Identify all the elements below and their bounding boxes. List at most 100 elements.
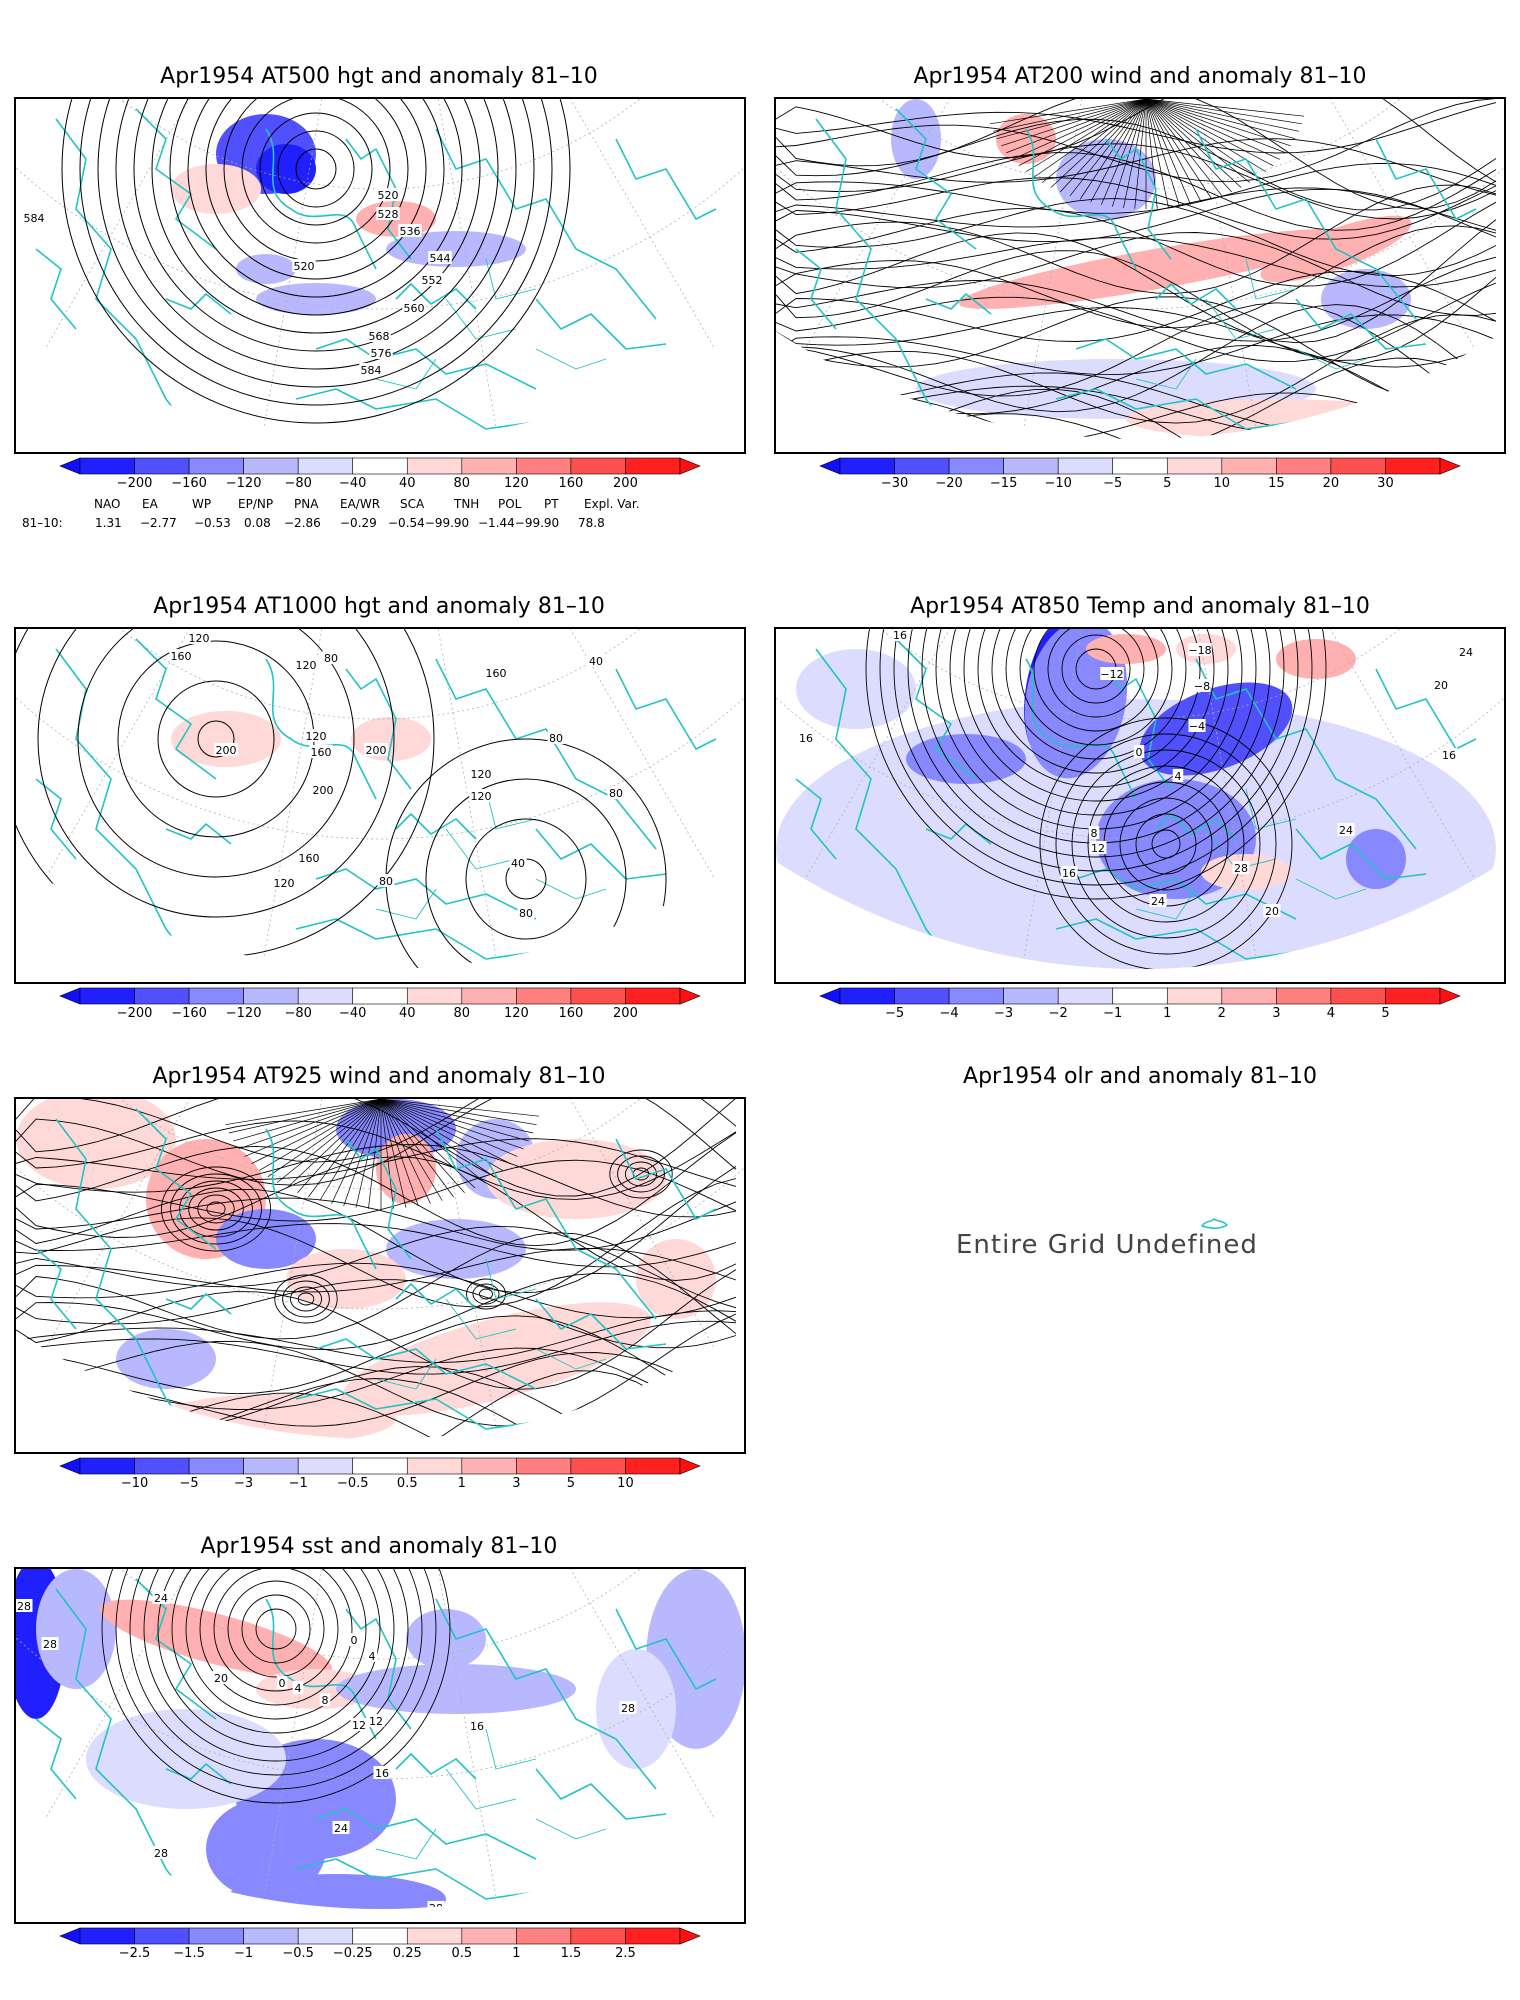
svg-text:−12: −12 [1100,668,1123,681]
map-500hgt: 584 520 528 536 544 552 560 568 576 584 520 [14,97,746,454]
colorbar-tick: −5 [884,1006,905,1021]
colorbar-tick: −5 [1103,476,1123,491]
panel-title-925wind: Apr1954 AT925 wind and anomaly 81–10 [152,1064,606,1089]
contour-label: 80 [377,874,395,888]
svg-text:120: 120 [471,768,492,781]
svg-text:520: 520 [294,260,315,273]
colorbar-tick: −200 [116,1006,153,1021]
colorbar-tick: 5 [566,1476,576,1491]
svg-text:528: 528 [378,208,399,221]
colorbar-tick: 15 [1268,476,1285,491]
svg-text:16: 16 [1442,749,1456,762]
contour-label: 160 [484,666,508,680]
colorbar-tick: 10 [1213,476,1231,491]
colorbar-tick: −15 [989,476,1018,491]
svg-text:4: 4 [369,1650,376,1663]
index-header: PT [544,497,559,511]
svg-text:520: 520 [378,189,399,202]
contour-label: 12 [367,1714,385,1728]
colorbar-1000hgt [59,987,701,1005]
contour-label: 16 [1440,748,1458,762]
contour-label: 28 [152,1846,170,1860]
contour-label: 80 [517,906,535,920]
map-disc: 120 160 120 80 160 40 200 120 160 200 200 80 120 120 8… [16,629,744,969]
index-header: EA/WR [340,497,381,511]
contour-label: 160 [169,649,193,663]
svg-text:28: 28 [621,1702,635,1715]
colorbar-tick: 120 [503,476,529,491]
panel-title-850temp: Apr1954 AT850 Temp and anomaly 81–10 [910,594,1370,619]
colorbar-tick: 30 [1377,476,1394,491]
svg-text:200: 200 [313,784,334,797]
colorbar-tick: 1.5 [560,1946,582,1961]
contour-label: 544 [428,251,452,265]
svg-text:0: 0 [1136,746,1143,759]
map-200wind [774,97,1506,454]
circulation [466,1278,506,1310]
index-value: 78.8 [578,516,605,530]
contour-label: 16 [373,1766,391,1780]
map-disc [16,1099,744,1439]
contour-label: 80 [322,651,340,665]
colorbar-tick: 2 [1217,1006,1226,1021]
contour-label: 560 [402,301,426,315]
contour-label: 24 [332,1821,350,1835]
colorbar-tick: 0.25 [392,1946,422,1961]
svg-text:80: 80 [549,732,563,745]
colorbar-tick: 40 [398,476,416,491]
colorbar-tick: −2.5 [118,1946,151,1961]
svg-text:200: 200 [366,744,387,757]
svg-text:80: 80 [379,875,393,888]
svg-text:120: 120 [306,730,327,743]
colorbar-tick: 1 [1163,1006,1172,1021]
contour-label: 28 [1232,861,1250,875]
contour-labels: 120 160 120 80 160 40 200 120 160 200 200 80 120 120 8… [169,631,625,920]
contour-label: 0 [348,1633,360,1647]
svg-text:−18: −18 [1188,644,1211,657]
index-value: 0.08 [244,516,271,530]
contour-label: 568 [367,329,391,343]
contour-label: 120 [304,729,328,743]
svg-text:40: 40 [589,655,603,668]
svg-text:0: 0 [279,1677,286,1690]
svg-text:28: 28 [154,1847,168,1860]
circulation [609,1149,673,1199]
contour-label: 24 [1337,823,1355,837]
colorbar-tick: −120 [225,1006,262,1021]
colorbar-tick: −4 [939,1006,959,1021]
svg-text:120: 120 [296,659,317,672]
svg-text:4: 4 [1175,770,1182,783]
colorbar-tick: −120 [225,476,262,491]
contour-label: 28 [41,1637,59,1651]
contour-label: 20 [1432,678,1450,692]
index-value: −1.44−99.90 [478,516,560,530]
colorbar-tick: −40 [339,1006,367,1021]
index-header: WP [192,497,212,511]
contour-label: 8 [1088,826,1100,840]
contour-label: 16 [1060,866,1078,880]
svg-text:16: 16 [799,732,813,745]
undefined-grid-message: Entire Grid Undefined [956,1230,1258,1260]
contour-label: 584 [359,363,383,377]
svg-text:−8: −8 [1194,680,1210,693]
colorbar-tick: 2.5 [615,1946,636,1961]
contour-label: 16 [891,629,909,642]
index-value: −2.86 [284,516,321,530]
contour-label: 4 [1172,769,1184,783]
index-header: Expl. Var. [584,497,640,511]
contour-label: 28 [427,1901,445,1909]
colorbar-tick: −80 [284,476,312,491]
contour-label: 20 [1263,904,1281,918]
contour-label: 24 [1149,894,1167,908]
colorbar-tick: −1.5 [173,1946,205,1961]
colorbar-tick: 40 [398,1006,416,1021]
contour-label: 160 [309,745,333,759]
colorbar-tick: 1 [512,1946,521,1961]
contour-label: 28 [16,1599,33,1613]
colorbar-tick: −10 [120,1476,149,1491]
colorbar-tick: −20 [935,476,963,491]
contour-label: 80 [607,786,625,800]
pole-convergence [225,1099,540,1209]
colorbar-tick: −160 [171,476,207,491]
